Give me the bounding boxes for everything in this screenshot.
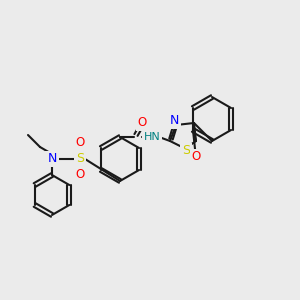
Text: O: O: [192, 151, 201, 164]
Text: O: O: [137, 116, 147, 130]
Text: N: N: [169, 115, 179, 128]
Text: S: S: [76, 152, 84, 166]
Text: O: O: [75, 169, 85, 182]
Text: S: S: [182, 145, 190, 158]
Text: HN: HN: [144, 132, 160, 142]
Text: N: N: [47, 152, 57, 166]
Text: O: O: [75, 136, 85, 149]
